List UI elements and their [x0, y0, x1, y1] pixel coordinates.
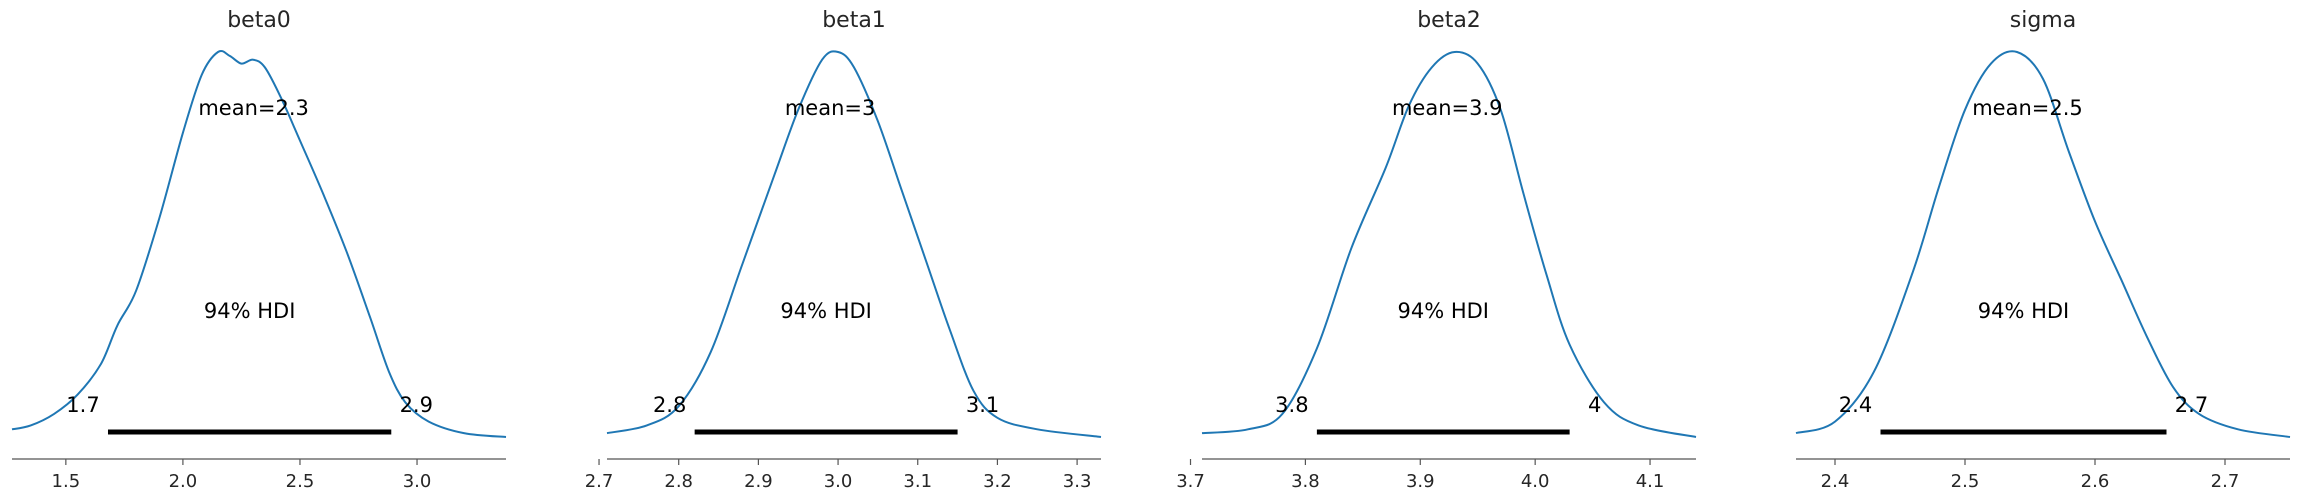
x-tick-label: 3.0	[403, 471, 432, 492]
x-tick-label: 2.9	[744, 471, 773, 492]
x-tick-label: 1.5	[52, 471, 81, 492]
panel-beta2: 3.7 3.8 3.9 4.0 4.1 beta2 mean=3.9 94% HDI 3.8 4	[1176, 8, 1697, 492]
x-tick-label: 3.7	[1176, 471, 1205, 492]
x-tick-label: 2.7	[2211, 471, 2240, 492]
x-tick-label: 4.1	[1636, 471, 1665, 492]
hdi-label: 94% HDI	[780, 299, 872, 323]
x-tick-label: 2.0	[169, 471, 198, 492]
mean-label: mean=2.5	[1972, 96, 2083, 120]
panel-title: sigma	[2010, 8, 2076, 33]
x-tick-label: 2.5	[1951, 471, 1980, 492]
hdi-low-label: 3.8	[1275, 393, 1308, 417]
mean-label: mean=3	[785, 96, 876, 120]
x-tick-label: 3.0	[824, 471, 853, 492]
x-tick-label: 3.2	[983, 471, 1012, 492]
panel-title: beta0	[227, 8, 291, 33]
hdi-low-label: 2.8	[653, 393, 686, 417]
x-tick-label: 2.6	[2081, 471, 2110, 492]
panel-beta0: 1.5 2.0 2.5 3.0 beta0 mean=2.3 94% HDI 1.7 2.9	[11, 8, 507, 492]
hdi-label: 94% HDI	[204, 299, 296, 323]
density-curve	[1201, 50, 1697, 438]
panel-title: beta2	[1417, 8, 1481, 33]
x-tick-label: 2.4	[1821, 471, 1850, 492]
panel-beta1: 2.7 2.8 2.9 3.0 3.1 3.2 3.3 beta1 mean=3 94% HDI 2…	[585, 8, 1102, 492]
hdi-high-label: 4	[1588, 393, 1601, 417]
hdi-low-label: 1.7	[66, 393, 99, 417]
density-curve	[11, 49, 507, 438]
x-tick-label: 2.5	[286, 471, 315, 492]
panel-sigma: 2.4 2.5 2.6 2.7 sigma mean=2.5 94% HDI 2.4 2.7	[1795, 8, 2291, 492]
mean-label: mean=2.3	[198, 96, 309, 120]
hdi-high-label: 3.1	[966, 393, 999, 417]
hdi-low-label: 2.4	[1839, 393, 1872, 417]
x-tick-label: 3.3	[1063, 471, 1092, 492]
panel-title: beta1	[822, 8, 886, 33]
x-tick-label: 4.0	[1521, 471, 1550, 492]
x-tick-label: 3.1	[903, 471, 932, 492]
x-tick-label: 3.8	[1291, 471, 1320, 492]
hdi-label: 94% HDI	[1397, 299, 1489, 323]
hdi-high-label: 2.9	[400, 393, 433, 417]
x-tick-label: 2.8	[664, 471, 693, 492]
density-curve	[1795, 50, 2291, 438]
x-tick-label: 2.7	[585, 471, 614, 492]
density-curve	[606, 50, 1102, 438]
hdi-label: 94% HDI	[1978, 299, 2070, 323]
mean-label: mean=3.9	[1392, 96, 1503, 120]
hdi-high-label: 2.7	[2175, 393, 2208, 417]
x-tick-label: 3.9	[1406, 471, 1435, 492]
